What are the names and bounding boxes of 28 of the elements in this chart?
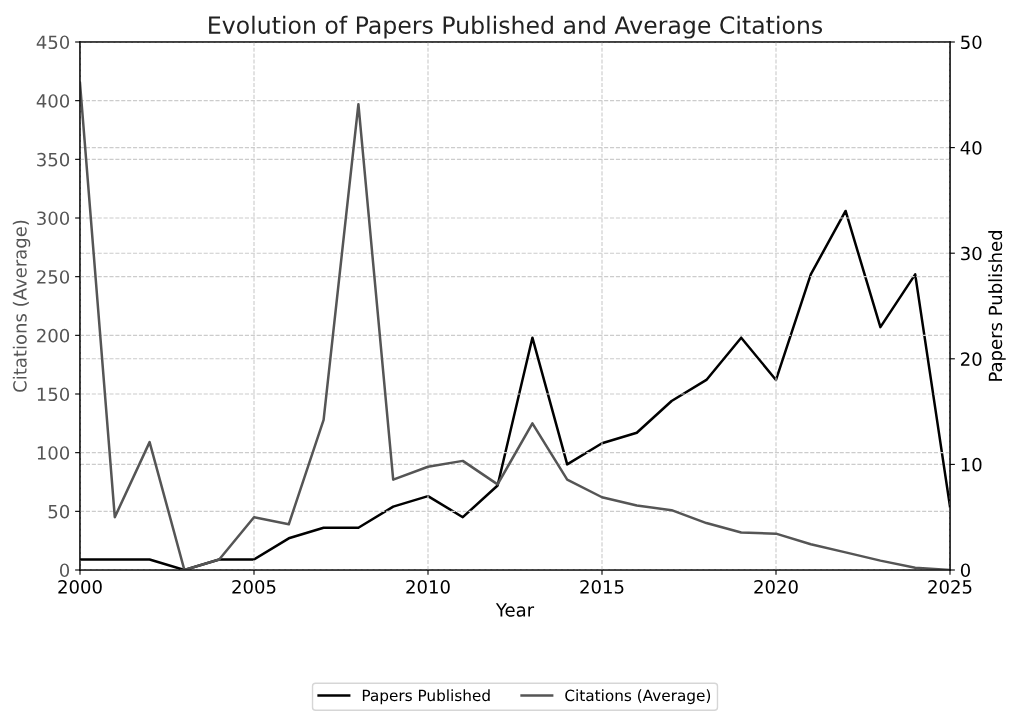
y-tick-label: 50 [48,504,70,519]
y2-tick-label: 0 [960,563,971,578]
y-tick-label: 150 [37,387,70,402]
y2-tick-label: 20 [961,352,982,366]
x-tick-label: 2005 [232,580,276,594]
y-tick-label: 350 [37,152,70,167]
x-tick-label: 2025 [928,580,972,594]
y2-tick-label: 50 [961,35,982,50]
chart-title: Evolution of Papers Published and Average Citations [209,15,823,39]
y-tick-label: 250 [37,270,70,284]
y2-tick-label: 10 [961,457,982,472]
y-tick-label: 200 [37,328,70,343]
x-tick-label: 2010 [406,580,450,594]
y-tick-label: 100 [37,446,70,460]
y-axis-title: Citations (Average) [12,220,31,392]
y-tick-label: 300 [37,211,70,226]
y-tick-label: 400 [36,94,70,108]
x-tick-label: 2015 [580,580,624,594]
x-axis-title: Year [495,603,535,617]
y-tick-label: 0 [59,563,70,578]
x-tick-label: 2000 [58,580,102,594]
y2-tick-label: 30 [961,246,982,261]
y2-axis-title: Papers Published [988,231,1006,381]
x-tick-label: 2020 [754,580,798,594]
legend-label: Citations (Average) [565,689,711,705]
y-tick-label: 450 [36,35,70,50]
y2-tick-label: 40 [960,141,982,155]
legend-label: Papers Published [362,689,490,705]
